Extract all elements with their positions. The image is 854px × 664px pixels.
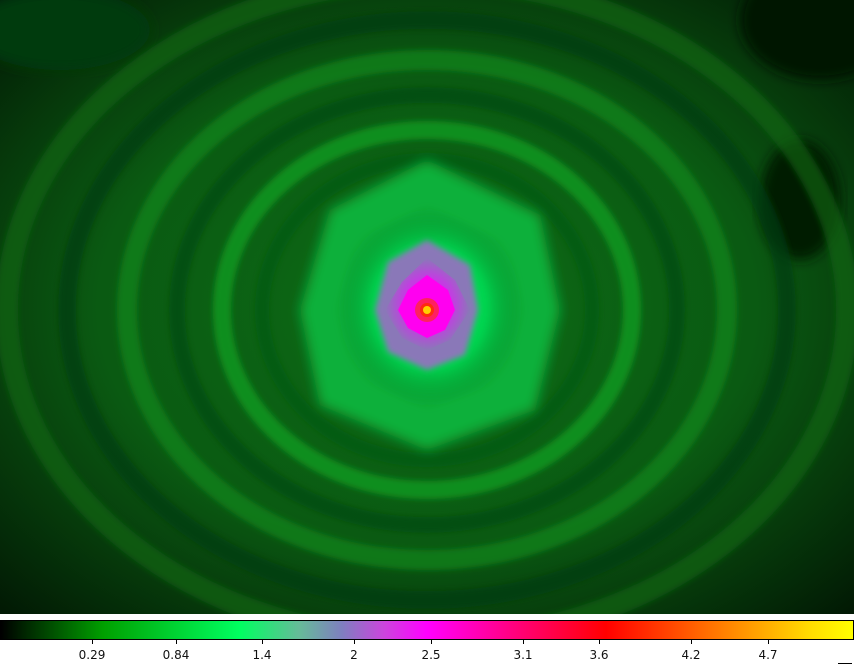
colorbar-tick-label: 3.6	[589, 648, 609, 662]
colorbar-tick	[523, 640, 524, 644]
colorbar-tick	[262, 640, 263, 644]
image-canvas[interactable]	[0, 0, 854, 614]
colorbar-tick	[92, 640, 93, 644]
colorbar-tick	[176, 640, 177, 644]
colorbar-tick	[768, 640, 769, 644]
psf-image	[0, 0, 854, 614]
colorbar-tick-label: 2	[350, 648, 358, 662]
colorbar-tick-label: 2.5	[421, 648, 441, 662]
colorbar-tick-label: 1.4	[252, 648, 272, 662]
colorbar[interactable]	[0, 620, 854, 640]
colorbar-tick	[431, 640, 432, 644]
colorbar-tick-label: 0.29	[78, 648, 106, 662]
colorbar-tick-label: 4.2	[681, 648, 701, 662]
colorbar-tick-label: 3.1	[513, 648, 533, 662]
diffraction-rings	[0, 0, 854, 614]
colorbar-tick-label: 0.84	[162, 648, 190, 662]
psf-inner-core	[375, 240, 478, 370]
colorbar-tick	[354, 640, 355, 644]
colorbar-panel: 0.29 0.84 1.4 2 2.5 3.1 3.6 4.2 4.7	[0, 614, 854, 664]
colorbar-tick	[691, 640, 692, 644]
colorbar-tick	[599, 640, 600, 644]
colorbar-tick-label: 4.7	[758, 648, 778, 662]
